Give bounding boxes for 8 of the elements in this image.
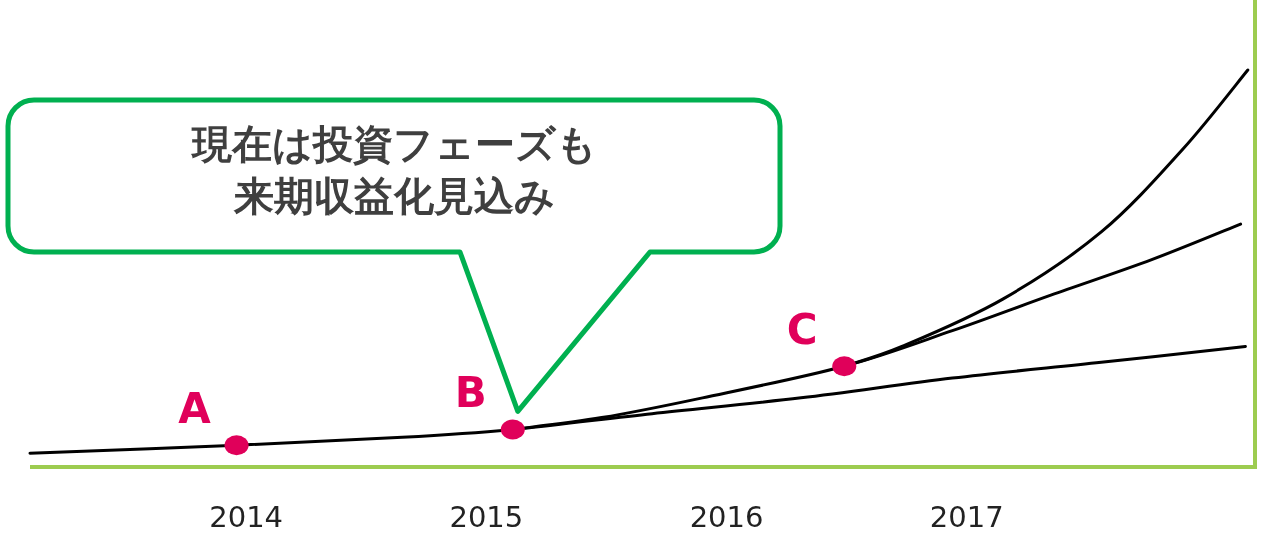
- x-tick-label: 2015: [449, 500, 524, 533]
- annotation: C: [786, 305, 818, 355]
- annotation: A: [178, 384, 211, 434]
- x-tick-label: 2016: [689, 500, 764, 533]
- x-tick-label: 2017: [929, 500, 1004, 533]
- annotation: B: [454, 368, 487, 418]
- annotation: 現在は投資フェーズも来期収益化見込み: [190, 120, 598, 221]
- x-tick-label: 2014: [209, 500, 284, 533]
